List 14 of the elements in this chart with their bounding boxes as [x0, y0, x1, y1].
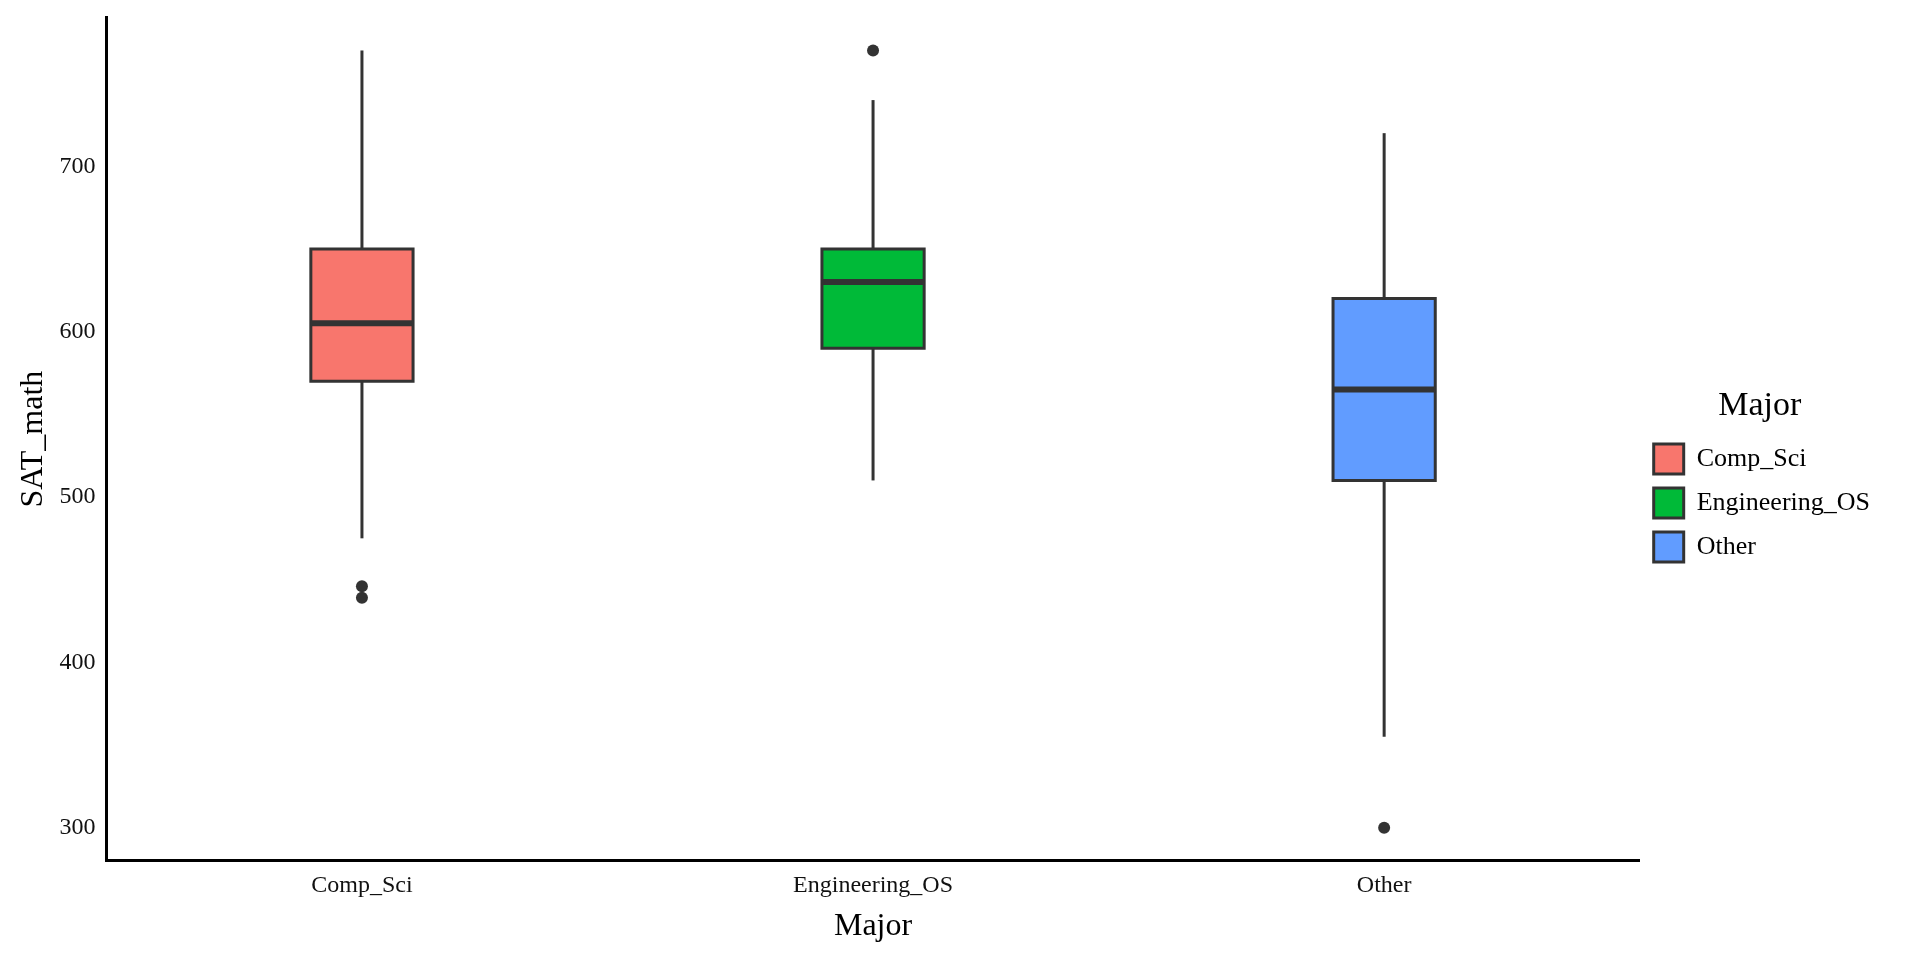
y-axis-title: SAT_math	[12, 370, 49, 508]
y-tick-label: 500	[59, 482, 96, 509]
y-tick-label: 600	[59, 316, 96, 343]
x-axis-title: Major	[833, 906, 913, 943]
legend-label: Comp_Sci	[1696, 442, 1807, 472]
x-tick-label: Comp_Sci	[311, 871, 413, 898]
legend-title: Major	[1718, 385, 1803, 423]
legend-label: Engineering_OS	[1696, 486, 1871, 516]
x-tick-label: Other	[1356, 871, 1412, 898]
y-tick-label: 700	[59, 151, 96, 178]
x-tick-label: Engineering_OS	[793, 871, 954, 898]
y-tick-label: 300	[59, 813, 96, 840]
y-tick-label: 400	[59, 647, 96, 674]
legend-label: Other	[1696, 530, 1757, 560]
